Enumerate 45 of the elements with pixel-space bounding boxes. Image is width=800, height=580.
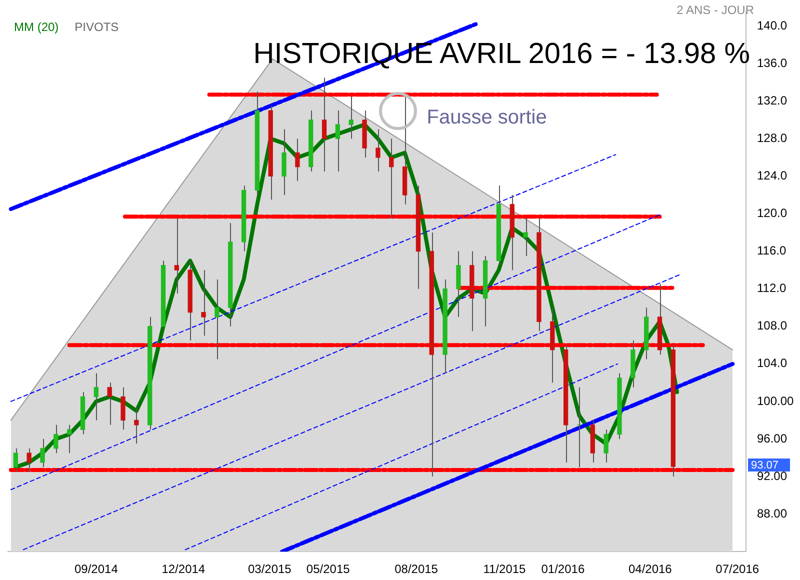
candlestick: [389, 138, 394, 219]
x-tick-label: 08/2015: [394, 562, 438, 576]
y-tick-label: 140.0: [757, 18, 788, 32]
y-tick-label: 116.0: [757, 244, 786, 258]
y-tick-label: 128.0: [757, 131, 788, 145]
x-tick-label: 09/2014: [74, 562, 118, 576]
candlestick: [67, 424, 72, 454]
x-tick-label: 04/2016: [628, 562, 672, 576]
candlestick: [348, 96, 354, 140]
y-tick-label: 88.00: [757, 506, 788, 520]
candlestick: [94, 372, 99, 421]
y-tick-label: 96.00: [757, 431, 788, 446]
x-tick-label: 03/2015: [248, 562, 292, 576]
candlestick: [523, 218, 528, 256]
y-tick-label: 132.0: [757, 93, 788, 108]
y-tick-label: 112.0: [757, 281, 786, 296]
y-tick-label: 124.0: [757, 168, 788, 183]
y-tick-label: 104.0: [757, 356, 788, 370]
x-tick-label: 01/2016: [541, 562, 585, 576]
candlestick: [134, 406, 139, 444]
candlestick: [40, 438, 45, 468]
x-tick-label: 12/2014: [162, 562, 206, 576]
annotation: Fausse sortie: [426, 106, 547, 129]
candlestick: [322, 77, 327, 172]
y-tick-label: 120.0: [757, 206, 788, 220]
candlestick: [26, 448, 32, 472]
x-tick-label: 05/2015: [306, 562, 350, 576]
candlestick: [604, 429, 608, 463]
candlestick: [107, 382, 112, 426]
annotation: PIVOTS: [74, 20, 119, 34]
chart-subtitle: 2 ANS - JOUR: [676, 3, 754, 17]
candlestick: [174, 218, 180, 294]
candlestick: [201, 270, 206, 336]
candlestick: [376, 128, 380, 172]
x-tick-label: 11/2015: [483, 562, 526, 576]
y-tick-label: 100.00: [757, 394, 794, 408]
candlestick: [295, 138, 300, 182]
y-tick-label: 136.0: [757, 56, 788, 70]
candlestick: [335, 110, 340, 172]
text: MM (20): [14, 20, 59, 34]
candlestick: [54, 424, 58, 454]
candlestick: [214, 278, 220, 360]
x-tick-label: 07/2016: [716, 562, 760, 576]
candlestick: [13, 448, 18, 472]
y-tick-label: 108.0: [757, 318, 788, 333]
